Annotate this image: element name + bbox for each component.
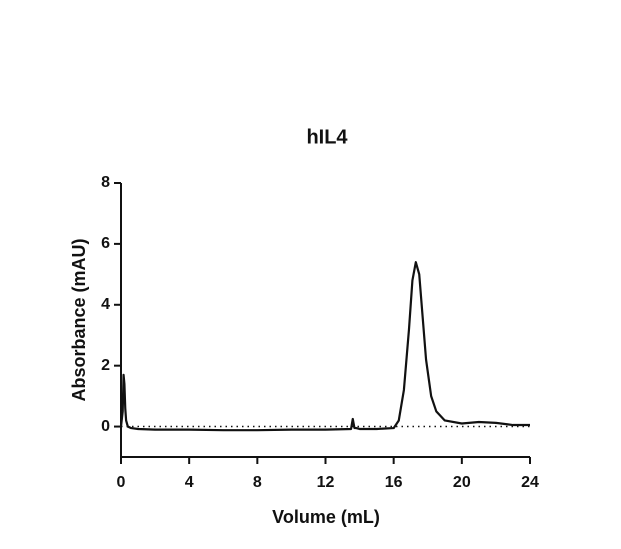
x-tick-label: 0: [117, 474, 126, 491]
y-tick-label: 6: [101, 235, 110, 252]
x-tick-label: 20: [453, 474, 471, 491]
x-tick-label: 16: [385, 474, 403, 491]
x-axis-label: Volume (mL): [272, 507, 380, 527]
trace-line: [119, 261, 530, 432]
y-tick-label: 8: [101, 174, 110, 191]
y-axis-label: Absorbance (mAU): [69, 238, 89, 401]
x-tick-label: 12: [317, 474, 335, 491]
x-tick-label: 8: [253, 474, 262, 491]
x-tick-label: 24: [521, 474, 539, 491]
chart-title: hIL4: [306, 126, 348, 148]
y-tick-label: 4: [101, 296, 110, 313]
y-tick-label: 0: [101, 418, 110, 435]
x-tick-label: 4: [185, 474, 194, 491]
y-tick-label: 2: [101, 357, 110, 374]
